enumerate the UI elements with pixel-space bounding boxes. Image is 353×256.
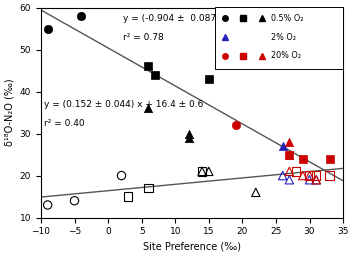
- Point: [152, 73, 158, 77]
- Point: [199, 169, 205, 173]
- Point: [287, 140, 292, 144]
- Point: [45, 203, 50, 207]
- Point: [307, 174, 312, 178]
- Point: [313, 178, 319, 182]
- Point: [78, 14, 84, 18]
- Point: [206, 169, 211, 173]
- Point: [199, 169, 205, 173]
- Point: [300, 174, 306, 178]
- Text: r² = 0.40: r² = 0.40: [44, 119, 85, 128]
- Point: [287, 153, 292, 157]
- Y-axis label: δ¹⁸O-N₂O (‰): δ¹⁸O-N₂O (‰): [4, 79, 14, 146]
- Point: [45, 27, 50, 31]
- Text: y = (-0.904 ±  0.087) x + 50.4 ± 1.1: y = (-0.904 ± 0.087) x + 50.4 ± 1.1: [122, 14, 288, 23]
- Point: [145, 106, 151, 110]
- Text: 2% O₂: 2% O₂: [270, 33, 295, 41]
- Point: [206, 77, 211, 81]
- Text: r² = 0.78: r² = 0.78: [122, 33, 163, 42]
- Point: [287, 169, 292, 173]
- Point: [72, 199, 77, 203]
- Text: 0.5% O₂: 0.5% O₂: [270, 14, 303, 23]
- Point: [253, 190, 259, 194]
- Point: [313, 178, 319, 182]
- FancyBboxPatch shape: [215, 7, 343, 69]
- Point: [307, 174, 312, 178]
- Point: [280, 174, 286, 178]
- Text: 20% O₂: 20% O₂: [270, 51, 300, 60]
- Point: [307, 178, 312, 182]
- Point: [145, 186, 151, 190]
- Point: [293, 169, 299, 173]
- X-axis label: Site Preference (‰): Site Preference (‰): [143, 242, 241, 252]
- Text: y = (0.152 ± 0.044) x + 16.4 ± 0.6: y = (0.152 ± 0.044) x + 16.4 ± 0.6: [44, 100, 203, 109]
- Point: [287, 178, 292, 182]
- Point: [186, 136, 191, 140]
- Point: [327, 174, 333, 178]
- Point: [119, 174, 124, 178]
- Point: [300, 157, 306, 161]
- Point: [280, 144, 286, 148]
- Point: [313, 174, 319, 178]
- Point: [233, 123, 239, 127]
- Point: [145, 65, 151, 69]
- Point: [327, 157, 333, 161]
- Point: [287, 153, 292, 157]
- Point: [186, 132, 191, 136]
- Point: [125, 195, 131, 199]
